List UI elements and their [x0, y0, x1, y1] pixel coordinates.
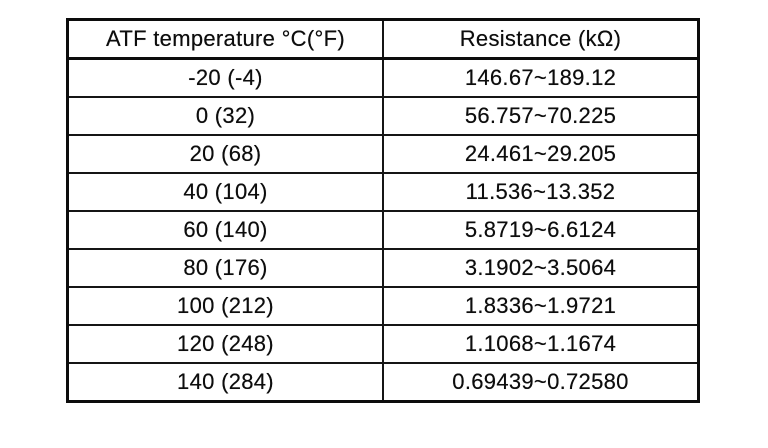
temperature-cell: 120 (248)	[66, 324, 384, 364]
resistance-cell: 0.69439~0.72580	[382, 362, 700, 403]
resistance-cell: 146.67~189.12	[382, 57, 700, 98]
temperature-cell: 80 (176)	[66, 248, 384, 288]
temperature-cell: 60 (140)	[66, 210, 384, 250]
resistance-cell: 1.1068~1.1674	[382, 324, 700, 364]
table-row: 20 (68) 24.461~29.205	[66, 134, 700, 174]
table-row: 140 (284) 0.69439~0.72580	[66, 362, 700, 403]
col-header-resistance: Resistance (kΩ)	[382, 18, 700, 60]
table-row: 100 (212) 1.8336~1.9721	[66, 286, 700, 326]
header-row: ATF temperature °C(°F) Resistance (kΩ)	[66, 18, 700, 60]
resistance-cell: 5.8719~6.6124	[382, 210, 700, 250]
table-row: 80 (176) 3.1902~3.5064	[66, 248, 700, 288]
resistance-cell: 11.536~13.352	[382, 172, 700, 212]
table-row: -20 (-4) 146.67~189.12	[66, 57, 700, 98]
resistance-cell: 3.1902~3.5064	[382, 248, 700, 288]
table-row: 120 (248) 1.1068~1.1674	[66, 324, 700, 364]
atf-resistance-table: ATF temperature °C(°F) Resistance (kΩ) -…	[66, 18, 700, 403]
temperature-cell: 100 (212)	[66, 286, 384, 326]
table-row: 60 (140) 5.8719~6.6124	[66, 210, 700, 250]
resistance-cell: 24.461~29.205	[382, 134, 700, 174]
temperature-cell: 140 (284)	[66, 362, 384, 403]
temperature-cell: 40 (104)	[66, 172, 384, 212]
table-row: 0 (32) 56.757~70.225	[66, 96, 700, 136]
resistance-cell: 1.8336~1.9721	[382, 286, 700, 326]
table-row: 40 (104) 11.536~13.352	[66, 172, 700, 212]
temperature-cell: 20 (68)	[66, 134, 384, 174]
col-header-temperature: ATF temperature °C(°F)	[66, 18, 384, 60]
temperature-cell: -20 (-4)	[66, 57, 384, 98]
resistance-cell: 56.757~70.225	[382, 96, 700, 136]
temperature-cell: 0 (32)	[66, 96, 384, 136]
